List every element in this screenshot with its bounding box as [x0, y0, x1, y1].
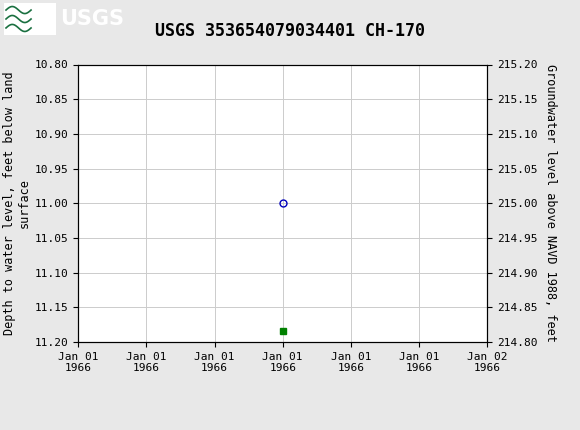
Y-axis label: Depth to water level, feet below land
surface: Depth to water level, feet below land su…: [3, 71, 31, 335]
Legend: Period of approved data: Period of approved data: [177, 427, 389, 430]
Text: USGS: USGS: [60, 9, 124, 29]
Y-axis label: Groundwater level above NAVD 1988, feet: Groundwater level above NAVD 1988, feet: [545, 64, 557, 342]
Text: USGS 353654079034401 CH-170: USGS 353654079034401 CH-170: [155, 22, 425, 40]
Bar: [4, 3, 56, 35]
